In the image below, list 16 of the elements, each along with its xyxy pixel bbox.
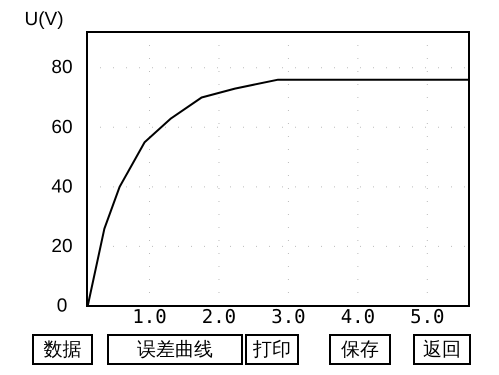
text: 数据: [44, 340, 82, 360]
x-tick-label: 2.0: [202, 306, 236, 328]
text: 返回: [423, 340, 461, 360]
text: 误差曲线: [137, 340, 213, 360]
text: 打印: [252, 340, 291, 360]
y-tick-label: 40: [51, 176, 73, 198]
y-axis-title: U(V): [24, 9, 64, 30]
x-tick-label: 4.0: [340, 306, 376, 328]
y-tick-label: 60: [51, 116, 73, 138]
y-tick-label: 80: [51, 57, 73, 78]
text: 保存: [341, 340, 379, 360]
y-tick-label: 20: [51, 236, 73, 257]
x-tick-label: 5.0: [410, 306, 444, 328]
y-tick-label: 0: [56, 296, 68, 316]
x-tick-label: 3.0: [271, 306, 306, 328]
x-tick-label: 1.0: [132, 306, 167, 328]
